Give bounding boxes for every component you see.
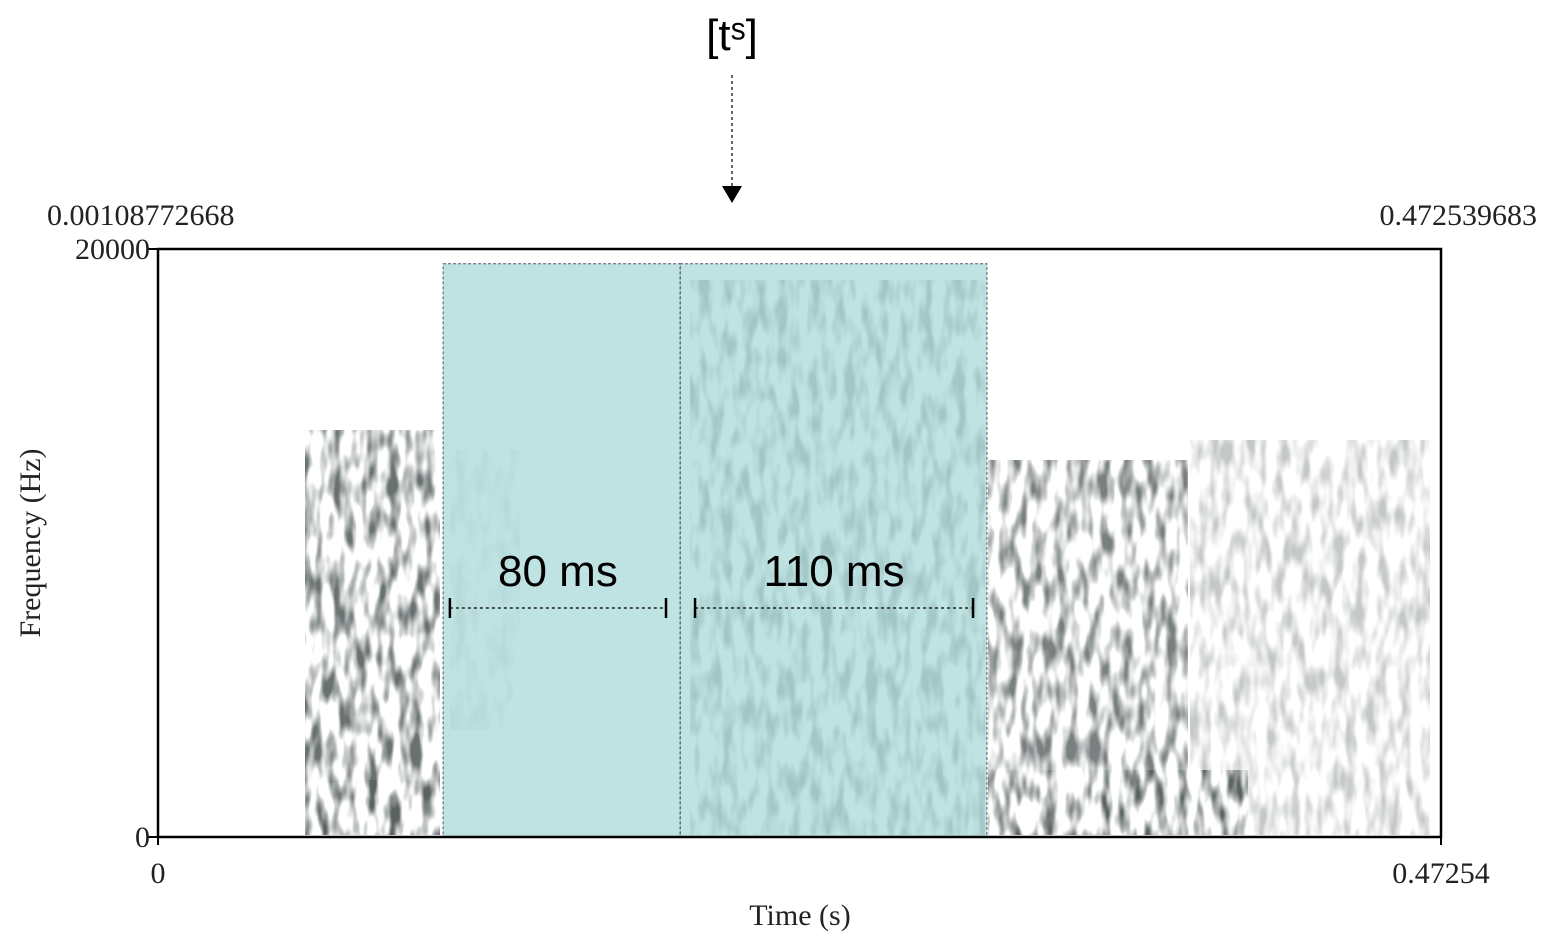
duration-label: 110 ms bbox=[764, 547, 905, 596]
window-start-label: 0.00108772668 bbox=[47, 199, 235, 232]
annotation: [tˢ] bbox=[706, 11, 758, 60]
shaded-interval bbox=[442, 263, 681, 838]
y-tick-label: 20000 bbox=[75, 233, 150, 266]
window-end-label: 0.472539683 bbox=[1380, 199, 1538, 232]
x-axis-title: Time (s) bbox=[749, 899, 850, 932]
y-tick-label: 0 bbox=[135, 821, 150, 854]
duration-label: 80 ms bbox=[498, 547, 618, 596]
y-axis-title: Frequency (Hz) bbox=[14, 448, 47, 637]
x-tick-label: 0 bbox=[151, 857, 166, 890]
plot-frame bbox=[156, 247, 1443, 839]
x-tick-label: 0.47254 bbox=[1392, 857, 1490, 890]
shaded-interval bbox=[679, 263, 988, 838]
arrow-head bbox=[722, 186, 742, 203]
